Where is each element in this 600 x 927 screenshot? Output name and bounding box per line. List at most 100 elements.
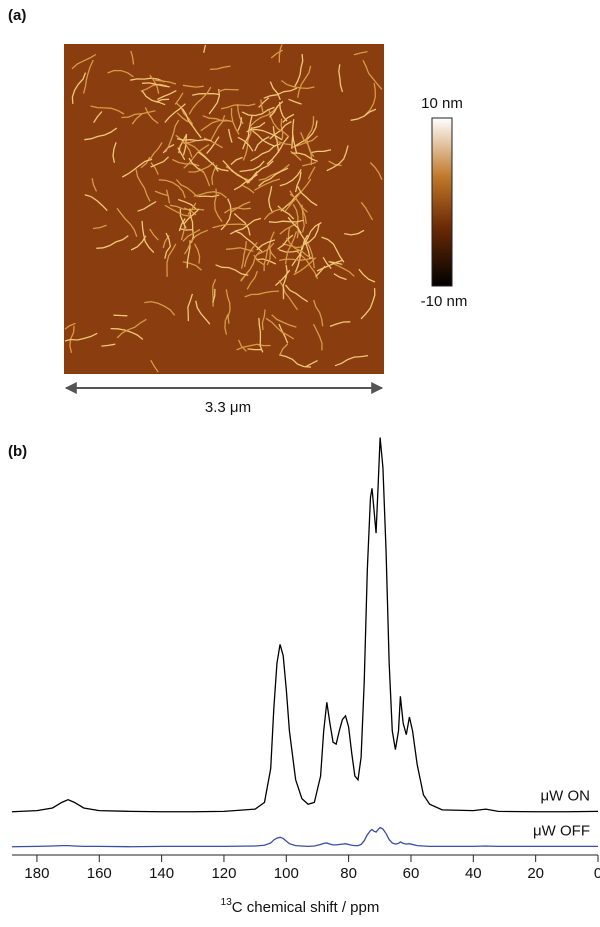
fibril <box>175 179 199 198</box>
fibril <box>269 100 284 118</box>
fibril <box>297 65 312 98</box>
fibril <box>254 136 270 152</box>
fibril <box>176 112 189 123</box>
fibril <box>285 284 309 303</box>
x-tick-label: 80 <box>340 865 357 882</box>
fibril <box>212 223 248 229</box>
fibril <box>258 97 270 108</box>
x-label-text: C chemical shift / ppm <box>232 899 380 916</box>
fibril <box>282 113 295 123</box>
panel-label: (a) <box>8 7 26 24</box>
fibril <box>303 222 322 245</box>
fibril <box>209 65 231 71</box>
fibril <box>263 208 282 220</box>
fibril <box>265 317 295 340</box>
fibril <box>271 314 297 328</box>
fibril <box>277 205 295 220</box>
fibril <box>195 300 211 325</box>
fibril <box>155 79 177 85</box>
spectrum-line <box>11 826 598 848</box>
fibril <box>310 149 332 154</box>
fibril <box>276 138 280 153</box>
fibril <box>164 103 186 123</box>
fibril <box>193 191 227 199</box>
fibril <box>182 261 203 271</box>
fibril <box>230 156 243 166</box>
fibril <box>247 348 262 351</box>
fibril <box>334 354 369 367</box>
x-tick-label: 20 <box>527 865 544 882</box>
fibril <box>230 107 240 135</box>
fibril <box>279 168 302 187</box>
fibril <box>164 119 180 153</box>
fibril <box>272 126 278 140</box>
fibril <box>187 202 197 215</box>
fibril <box>256 239 276 251</box>
fibril <box>263 243 271 272</box>
fibril <box>176 138 212 142</box>
fibril <box>244 290 279 298</box>
fibril <box>197 151 219 172</box>
fibril <box>238 339 247 352</box>
fibril <box>141 90 166 106</box>
fibril <box>112 142 117 163</box>
fibril <box>293 53 304 88</box>
fibril <box>369 162 383 180</box>
fibril <box>297 185 318 207</box>
fibril <box>268 185 274 214</box>
fibril <box>287 178 312 206</box>
fibril <box>316 259 344 272</box>
fibril <box>270 49 284 59</box>
fibril <box>135 169 151 202</box>
fibril <box>92 224 107 230</box>
fibril <box>150 156 170 168</box>
fibril <box>144 107 159 124</box>
fibril <box>164 245 172 259</box>
fibril <box>304 116 315 143</box>
fibril <box>175 134 193 158</box>
fibril <box>249 105 279 127</box>
fibril <box>358 268 376 283</box>
fibril <box>198 167 211 187</box>
fibril <box>241 106 275 117</box>
fibril <box>107 69 134 78</box>
fibril <box>91 178 98 192</box>
fibril <box>93 111 103 124</box>
fibril <box>217 88 239 93</box>
fibril <box>243 242 258 268</box>
fibril <box>140 83 168 92</box>
fibril <box>278 279 299 311</box>
fibril <box>249 128 283 141</box>
fibril <box>255 258 277 265</box>
fibril <box>291 152 318 163</box>
fibril <box>188 161 215 173</box>
fibril <box>110 327 144 341</box>
fibril <box>284 231 298 265</box>
fibril <box>326 145 349 172</box>
fibril <box>266 136 289 165</box>
fibril <box>211 164 218 185</box>
fibril <box>166 243 177 277</box>
x-tick-label: 180 <box>24 865 49 882</box>
fibril <box>174 92 184 105</box>
fibril <box>210 114 226 141</box>
fibril <box>90 105 125 115</box>
fibril <box>285 237 314 260</box>
fibril <box>242 115 253 150</box>
fibril <box>282 264 288 300</box>
fibril <box>187 293 194 322</box>
fibril <box>172 158 200 167</box>
panel-label: (b) <box>8 443 27 460</box>
fibril <box>179 208 187 229</box>
fibril <box>175 102 194 125</box>
fibril <box>360 288 376 320</box>
fibril <box>193 243 201 264</box>
fibril <box>237 136 254 152</box>
x-label-sup: 13 <box>221 897 233 908</box>
fibril <box>240 251 261 281</box>
fibril <box>277 234 294 250</box>
fibril <box>278 44 283 63</box>
fibril <box>202 115 230 122</box>
